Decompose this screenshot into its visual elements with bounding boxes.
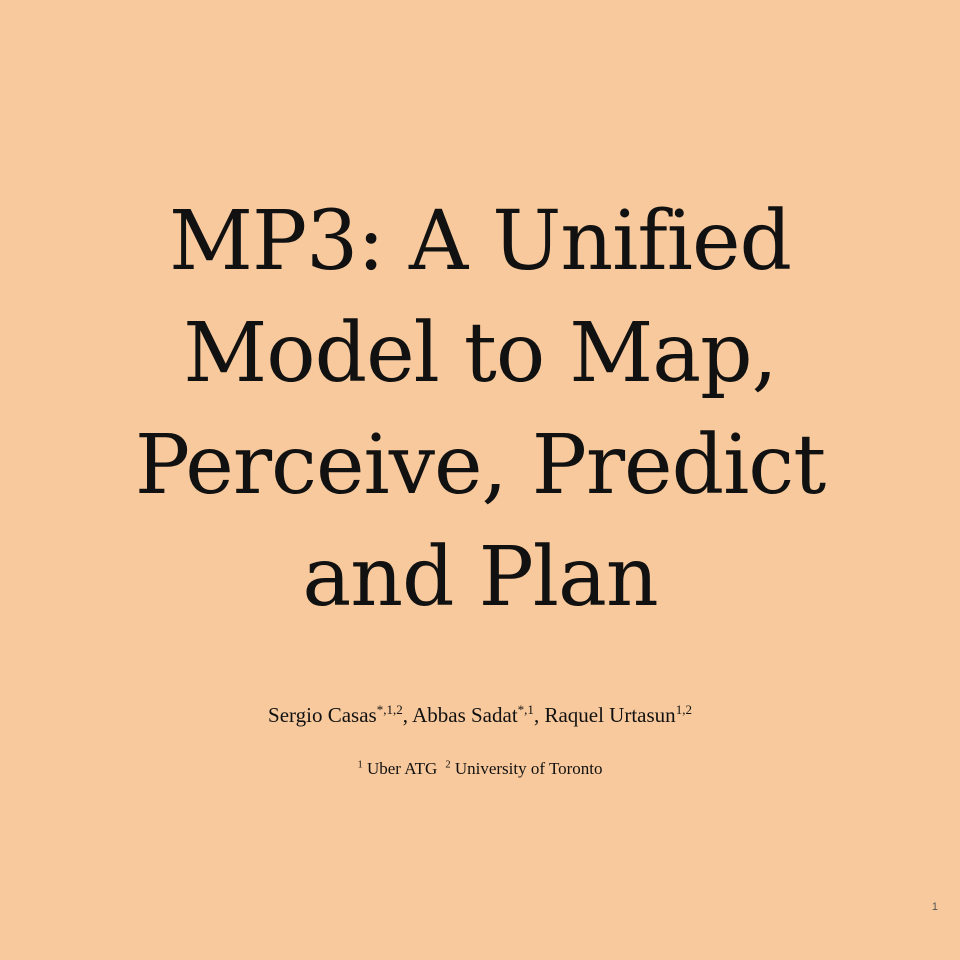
- title-line: MP3: A Unified: [168, 194, 792, 289]
- author-separator: ,: [402, 703, 413, 727]
- author-affiliation-marks: *,1: [517, 702, 534, 717]
- slide-title: MP3: A Unified Model to Map, Perceive, P…: [40, 186, 920, 634]
- author-list: Sergio Casas*,1,2, Abbas Sadat*,1, Raque…: [60, 700, 900, 730]
- author-affiliation-marks: 1,2: [675, 702, 692, 717]
- author-name: Raquel Urtasun: [544, 703, 676, 727]
- title-line: and Plan: [302, 530, 658, 625]
- affiliation-name: University of Toronto: [450, 759, 603, 778]
- affiliation-number: 1: [357, 759, 363, 771]
- author-name: Sergio Casas: [268, 703, 377, 727]
- affiliation-number: 2: [445, 759, 451, 771]
- author-separator: ,: [533, 703, 545, 727]
- author-name: Abbas Sadat: [412, 703, 518, 727]
- affiliation-name: Uber ATG: [362, 759, 438, 778]
- title-line: Perceive, Predict: [134, 418, 826, 513]
- affiliation-list: 1 Uber ATG 2 University of Toronto: [60, 757, 900, 781]
- title-line: Model to Map,: [183, 306, 777, 401]
- page-number: 1: [931, 901, 938, 913]
- author-affiliation-marks: *,1,2: [376, 702, 403, 717]
